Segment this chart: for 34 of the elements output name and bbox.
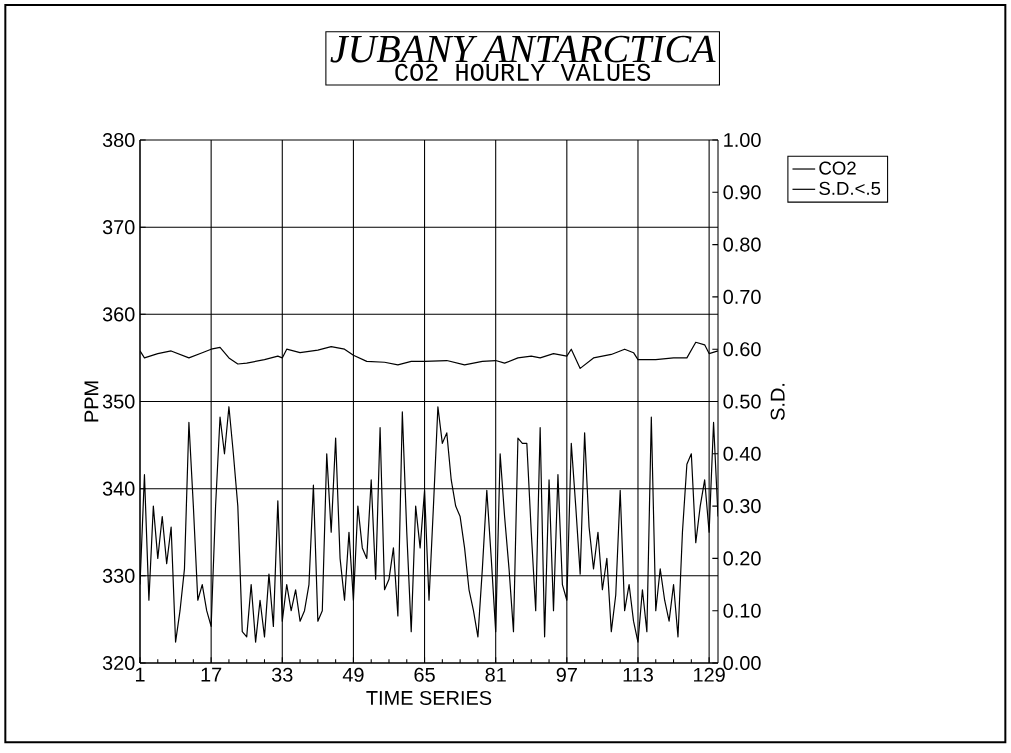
y-tick-label: 360 xyxy=(102,307,135,322)
x-axis-title: TIME SERIES xyxy=(366,690,492,706)
x-tick-label: 65 xyxy=(414,667,435,682)
x-tick-label: 1 xyxy=(135,667,145,682)
y2-tick-label: 0.50 xyxy=(723,394,761,409)
x-tick-label: 49 xyxy=(342,667,364,682)
x-tick-label: 129 xyxy=(694,667,725,682)
y-tick-label: 350 xyxy=(102,394,135,409)
y2-tick-label: 1.00 xyxy=(724,132,761,148)
y-axis-title: PPM xyxy=(84,381,99,422)
y2-tick-label: 0.30 xyxy=(723,499,761,514)
legend-label: CO2 xyxy=(819,161,856,175)
y-tick-label: 330 xyxy=(102,568,135,583)
y2-tick-label: 0.10 xyxy=(723,603,761,618)
x-tick-label: 113 xyxy=(623,667,653,682)
chart-subtitle: CO2 HOURLY VALUES xyxy=(395,63,651,81)
y-tick-label: 380 xyxy=(102,132,135,148)
y2-tick-label: 0.40 xyxy=(723,446,761,461)
y2-tick-label: 0.90 xyxy=(723,185,761,200)
y-tick-label: 370 xyxy=(102,220,135,235)
chart-title: JUBANY ANTARCTICA xyxy=(330,35,716,63)
x-tick-label: 33 xyxy=(271,667,293,682)
x-tick-label: 81 xyxy=(485,667,506,682)
y-tick-label: 340 xyxy=(102,481,135,496)
y2-tick-label: 0.70 xyxy=(723,289,761,304)
legend-label: S.D.<.5 xyxy=(819,181,881,195)
y2-tick-label: 0.60 xyxy=(723,342,761,357)
x-tick-label: 97 xyxy=(556,667,577,682)
y2-tick-label: 0.00 xyxy=(723,655,761,671)
y2-tick-label: 0.20 xyxy=(723,551,761,566)
y-tick-label: 320 xyxy=(102,655,135,671)
y2-axis-title: S.D. xyxy=(770,383,785,420)
y2-tick-label: 0.80 xyxy=(723,237,761,252)
x-tick-label: 17 xyxy=(201,667,222,682)
